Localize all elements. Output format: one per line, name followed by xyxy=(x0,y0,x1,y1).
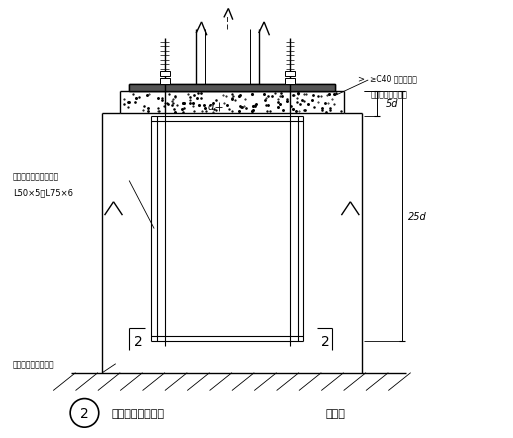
Text: d: d xyxy=(208,102,214,112)
Bar xyxy=(285,72,295,76)
Text: 柱脚锚栓固定支架: 柱脚锚栓固定支架 xyxy=(111,408,164,418)
Text: 锚栓固定架设置标高: 锚栓固定架设置标高 xyxy=(13,359,54,368)
Bar xyxy=(129,85,334,92)
Text: 5d: 5d xyxy=(386,99,399,109)
Text: >: > xyxy=(357,74,364,83)
Text: 锚栓固定角钢，通常用: 锚栓固定角钢，通常用 xyxy=(13,172,59,181)
Text: ≥C40 无收缩碎石: ≥C40 无收缩碎石 xyxy=(370,74,417,83)
Bar xyxy=(71,371,393,391)
Bar xyxy=(285,79,295,85)
Text: 25d: 25d xyxy=(408,212,427,222)
Bar xyxy=(160,72,170,76)
Text: 2: 2 xyxy=(134,335,143,349)
Bar xyxy=(129,85,334,92)
Bar xyxy=(160,79,170,85)
Text: L50×5～L75×6: L50×5～L75×6 xyxy=(13,188,73,197)
Text: （二）: （二） xyxy=(326,408,346,418)
Text: 混凝土或硫磺砂浆: 混凝土或硫磺砂浆 xyxy=(370,90,407,99)
Text: 2: 2 xyxy=(80,406,89,420)
Text: 2: 2 xyxy=(321,335,330,349)
